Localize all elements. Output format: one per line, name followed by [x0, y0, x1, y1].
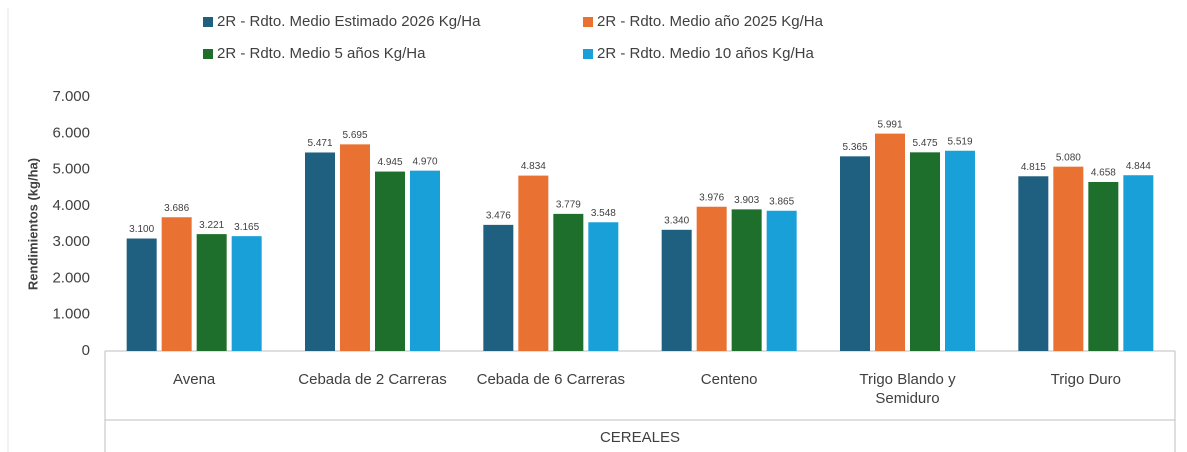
x-tick-label: Cebada de 2 Carreras [298, 371, 447, 388]
bar [126, 238, 157, 351]
legend-swatch [583, 17, 593, 27]
x-tick-label: Avena [173, 371, 216, 388]
value-label: 3.686 [164, 203, 189, 214]
value-label: 3.340 [664, 215, 689, 226]
value-label: 4.945 [377, 157, 402, 168]
value-label: 3.476 [486, 211, 511, 222]
legend-swatch [203, 49, 213, 59]
y-tick-label: 1.000 [52, 306, 90, 323]
bar [875, 133, 905, 351]
y-axis-label: Rendimientos (kg/ha) [25, 158, 40, 290]
y-tick-label: 6.000 [52, 124, 90, 141]
value-label: 3.865 [769, 196, 794, 207]
value-label: 3.548 [591, 208, 616, 219]
x-tick-label: Trigo Blando y Semiduro [859, 371, 956, 407]
value-label: 4.834 [521, 161, 546, 172]
legend-swatch [203, 17, 213, 27]
value-label: 5.519 [947, 136, 972, 147]
bar [518, 175, 549, 351]
bar [553, 213, 584, 351]
bar [196, 234, 227, 351]
bar [161, 217, 192, 351]
bar [696, 206, 727, 351]
bar [231, 236, 262, 351]
value-label: 5.365 [842, 142, 867, 153]
value-label: 4.815 [1021, 162, 1046, 173]
y-tick-label: 2.000 [52, 269, 90, 286]
value-label: 3.903 [734, 195, 759, 206]
value-label: 5.991 [877, 119, 902, 130]
bar [910, 152, 940, 351]
y-tick-label: 3.000 [52, 233, 90, 250]
legend-swatch [583, 49, 593, 59]
bar [766, 210, 797, 351]
x-tick-label: Centeno [700, 371, 758, 388]
value-label: 3.976 [699, 192, 724, 203]
value-label: 4.844 [1126, 161, 1151, 172]
x-tick-label: Cebada de 6 Carreras [476, 371, 626, 388]
value-label: 5.471 [307, 138, 332, 149]
bar [305, 152, 335, 351]
value-label: 3.221 [199, 220, 224, 231]
value-label: 5.080 [1056, 152, 1081, 163]
legend-label: 2R - Rdto. Medio 10 años Kg/Ha [597, 45, 814, 62]
y-tick-label: 4.000 [52, 197, 90, 214]
value-label: 4.658 [1091, 168, 1116, 179]
y-tick-label: 5.000 [52, 161, 90, 178]
value-label: 3.779 [556, 200, 581, 211]
bar [410, 170, 440, 351]
bar [340, 144, 370, 351]
y-tick-label: 0 [82, 342, 90, 359]
bar [945, 150, 975, 351]
y-tick-label: 7.000 [52, 88, 90, 105]
bar [483, 224, 514, 351]
bar [588, 222, 619, 351]
bar [375, 171, 405, 351]
bar [731, 209, 762, 351]
group-label: CEREALES [600, 429, 680, 446]
legend-label: 2R - Rdto. Medio año 2025 Kg/Ha [597, 13, 824, 30]
bar [1088, 181, 1119, 351]
bar [661, 229, 692, 351]
value-label: 3.165 [234, 222, 259, 233]
legend-label: 2R - Rdto. Medio 5 años Kg/Ha [217, 45, 426, 62]
value-label: 5.475 [912, 138, 937, 149]
value-label: 4.970 [412, 156, 437, 167]
legend-label: 2R - Rdto. Medio Estimado 2026 Kg/Ha [217, 13, 481, 30]
value-label: 5.695 [342, 130, 367, 141]
bar [1053, 166, 1084, 351]
bar [1123, 175, 1154, 351]
bar [1018, 176, 1049, 351]
value-label: 3.100 [129, 224, 154, 235]
bar [840, 156, 870, 351]
x-tick-label: Trigo Duro [1050, 371, 1121, 388]
